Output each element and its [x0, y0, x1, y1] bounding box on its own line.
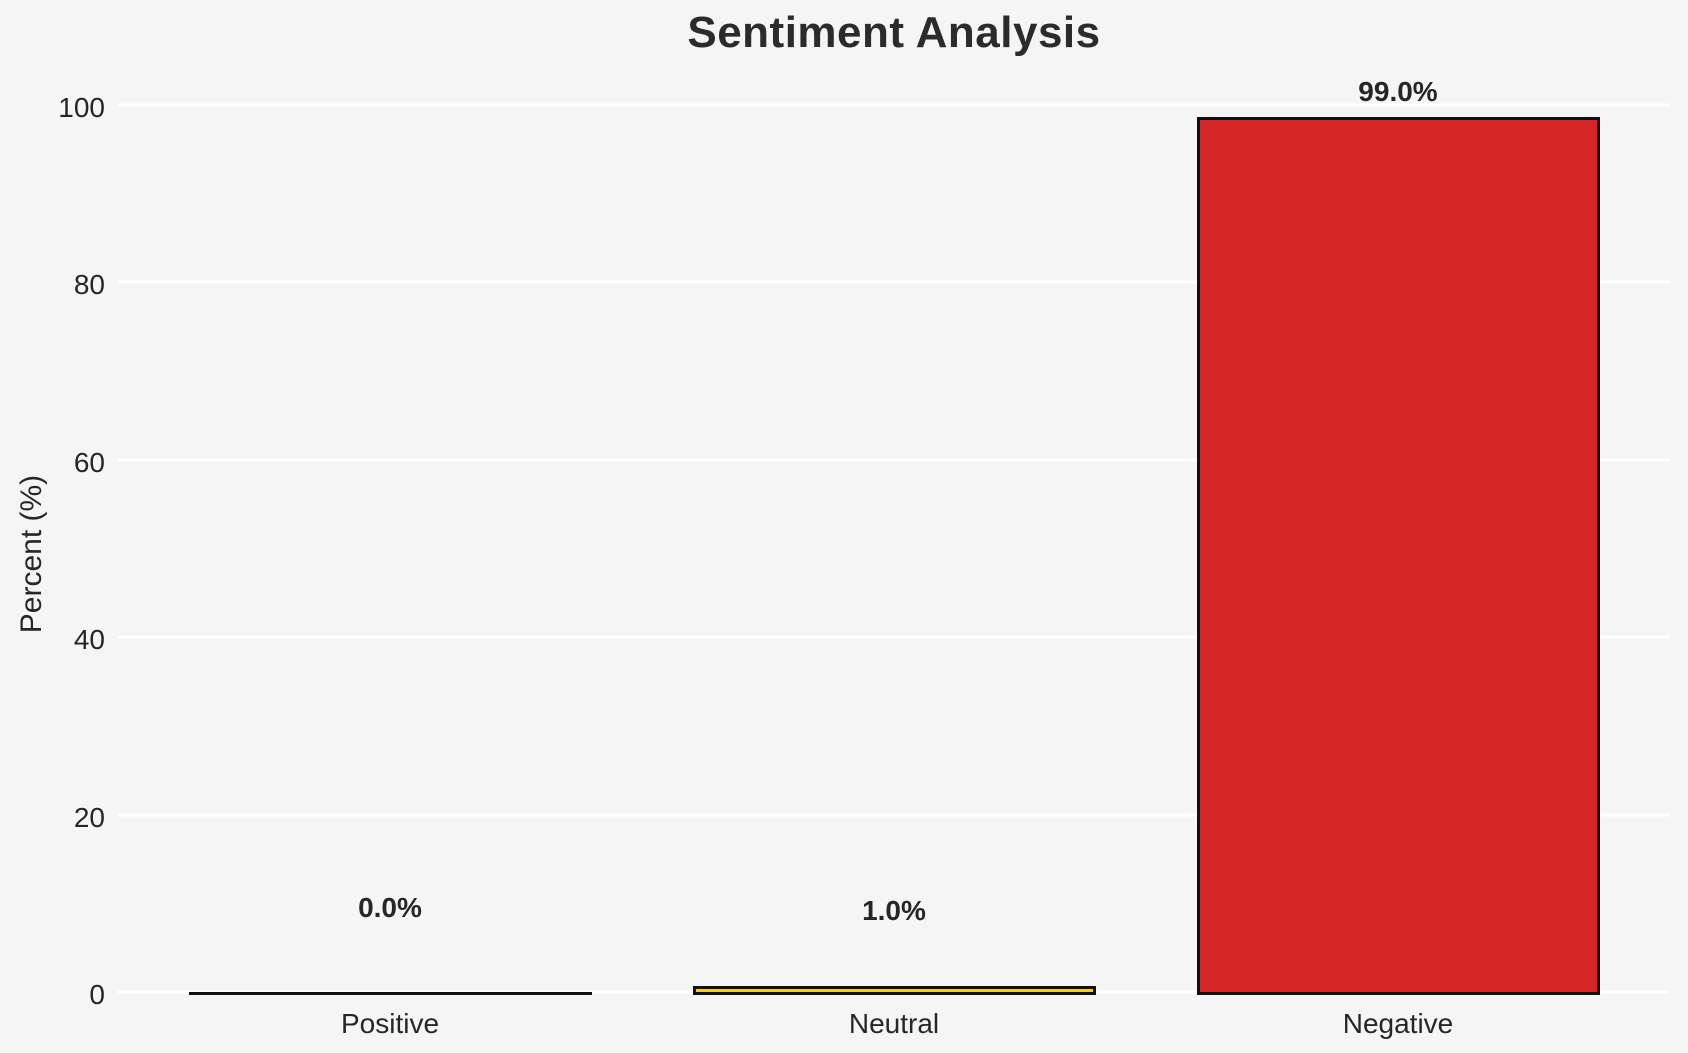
gridline-y-20	[118, 813, 1670, 817]
gridline-y-100	[118, 103, 1670, 107]
y-axis-label: Percent (%)	[15, 474, 48, 634]
x-tick-label-positive: Positive	[340, 1008, 440, 1039]
y-tick-label-40: 40	[73, 624, 105, 656]
gridline-y-80	[118, 280, 1670, 284]
x-tick-label-negative: Negative	[1342, 1008, 1454, 1039]
plot-area	[118, 103, 1670, 995]
bar-value-label-neutral: 1.0%	[862, 895, 926, 927]
y-tick-label-60: 60	[73, 446, 105, 478]
y-tick-label-100: 100	[58, 92, 105, 123]
y-tick-label-20: 20	[73, 801, 105, 833]
bar-value-label-positive: 0.0%	[358, 892, 422, 923]
x-tick-label-neutral: Neutral	[848, 1008, 940, 1039]
chart-title: Sentiment Analysis	[687, 8, 1101, 57]
gridline-y-60	[118, 458, 1670, 462]
y-tick-label-0: 0	[89, 979, 105, 1010]
gridline-y-40	[118, 635, 1670, 639]
bar-value-label-negative: 99.0%	[1358, 75, 1438, 107]
bar-negative	[1196, 116, 1600, 995]
y-tick-label-80: 80	[73, 269, 105, 301]
bar-positive	[188, 992, 592, 995]
bar-neutral	[692, 986, 1096, 995]
